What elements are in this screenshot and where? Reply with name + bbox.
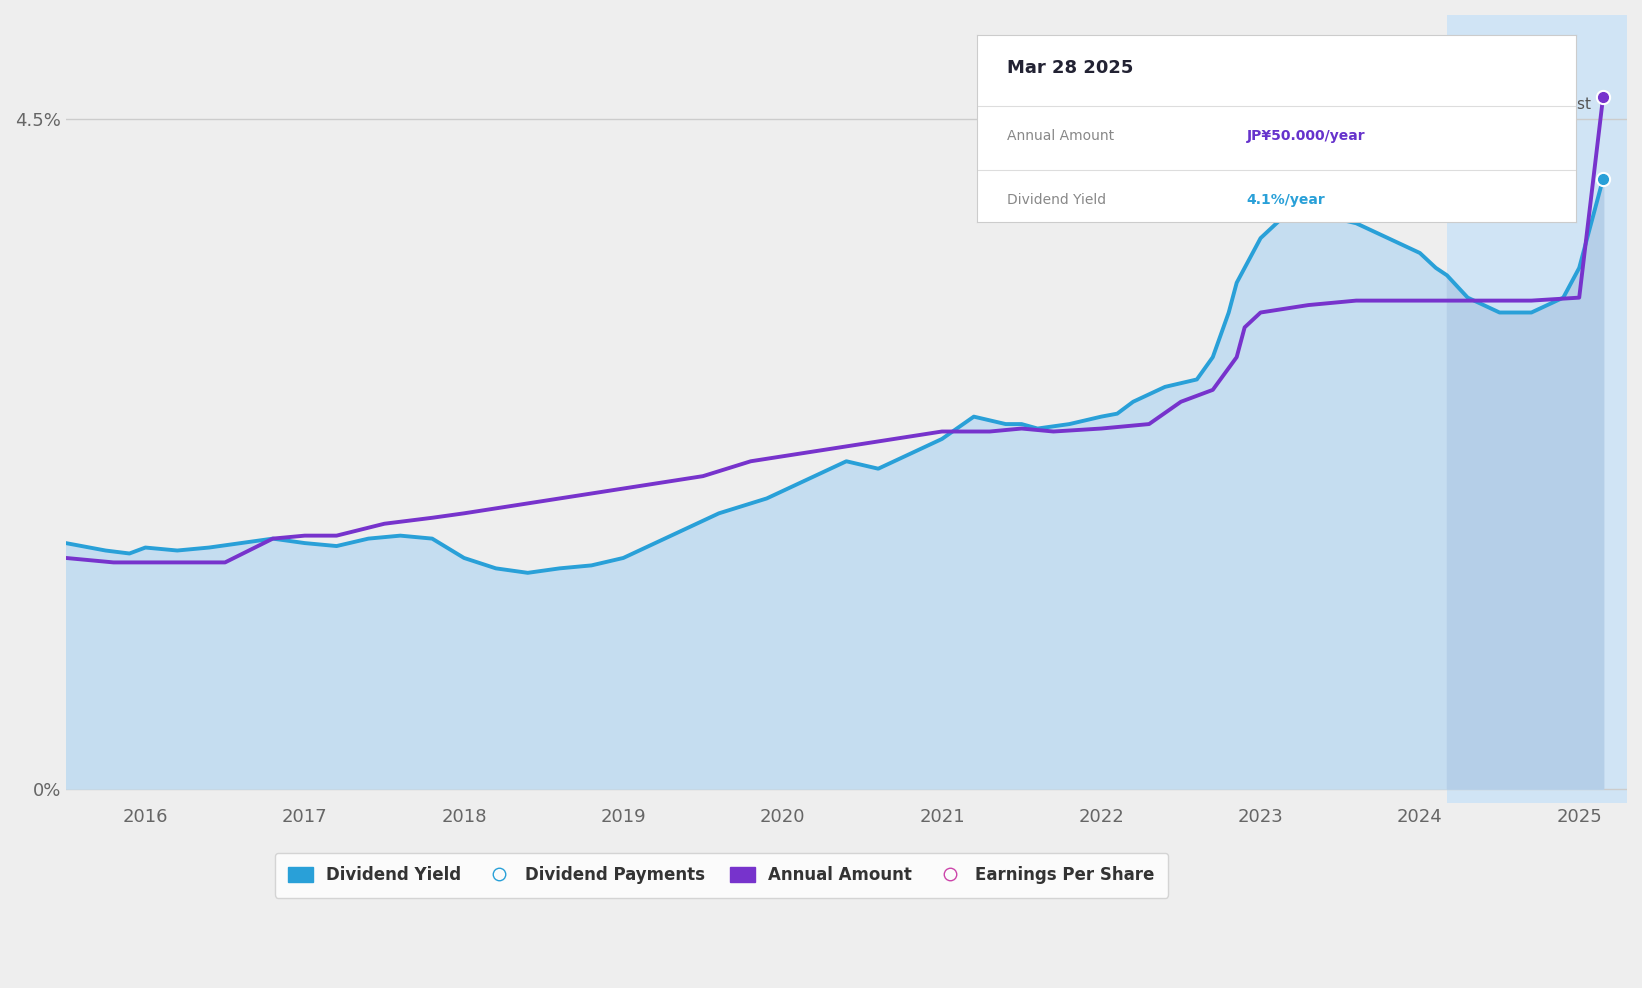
Text: Annual Amount: Annual Amount: [1007, 129, 1113, 143]
Text: JP¥50.000/year: JP¥50.000/year: [1246, 129, 1365, 143]
Text: 4.1%/year: 4.1%/year: [1246, 193, 1325, 206]
Legend: Dividend Yield, Dividend Payments, Annual Amount, Earnings Per Share: Dividend Yield, Dividend Payments, Annua…: [274, 853, 1167, 897]
Bar: [1447, 15, 1627, 803]
Text: Mar 28 2025: Mar 28 2025: [1007, 59, 1133, 77]
Text: Dividend Yield: Dividend Yield: [1007, 193, 1107, 206]
Text: Past: Past: [1560, 97, 1593, 112]
